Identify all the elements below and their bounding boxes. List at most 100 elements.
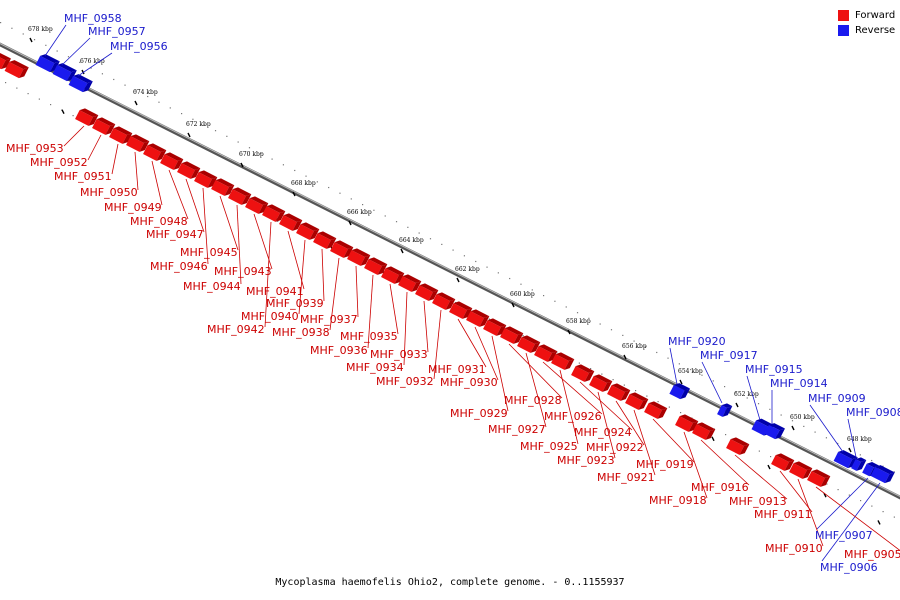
- upper-dotted-track: [497, 272, 499, 274]
- forward-gene-box: [449, 301, 473, 319]
- lower-dotted-track: [646, 395, 648, 397]
- upper-dotted-track: [724, 386, 726, 388]
- reverse-gene-box-side: [722, 406, 733, 417]
- upper-dotted-track: [622, 334, 624, 337]
- forward-gene-box-top: [696, 422, 716, 431]
- upper-dotted-track: [271, 158, 273, 160]
- lower-dotted-track: [680, 412, 682, 414]
- forward-gene-box-top: [232, 187, 252, 196]
- tick-label: 678 kbp: [28, 26, 53, 33]
- forward-gene-box-top: [521, 335, 541, 344]
- forward-gene-box: [483, 318, 507, 336]
- tick-mark: [848, 447, 852, 453]
- forward-gene-box-body: [789, 463, 807, 479]
- forward-leader-line: [779, 470, 813, 513]
- forward-gene-box: [500, 326, 524, 344]
- forward-gene-box-body: [211, 180, 229, 196]
- forward-leader-line: [683, 431, 708, 499]
- legend-reverse: Reverse: [838, 23, 895, 38]
- upper-dotted-track: [701, 374, 703, 376]
- forward-gene-box-side: [309, 229, 320, 240]
- forward-gene-box-top: [9, 60, 29, 70]
- upper-dotted-track: [214, 130, 217, 132]
- upper-dotted-track: [328, 186, 330, 189]
- forward-gene-label: MHF_0910: [765, 542, 823, 555]
- forward-gene-box: [279, 213, 303, 231]
- genome-axis: [0, 42, 900, 500]
- forward-gene-box: [126, 134, 150, 152]
- reverse-gene-box-side: [49, 61, 60, 73]
- forward-gene-box-body: [500, 328, 518, 344]
- forward-gene-box-top: [198, 170, 218, 179]
- forward-gene-label: MHF_0943: [214, 265, 272, 278]
- forward-gene-box-top: [334, 240, 354, 249]
- forward-gene-box: [4, 60, 29, 79]
- forward-gene-box: [551, 352, 575, 370]
- upper-dotted-track: [837, 442, 839, 445]
- upper-dotted-track: [147, 95, 149, 98]
- tick-mark: [735, 402, 739, 408]
- forward-gene-label: MHF_0928: [504, 394, 562, 407]
- legend: Forward Reverse: [838, 8, 895, 38]
- forward-gene-box-top: [266, 204, 286, 213]
- leader-layer: [44, 24, 900, 562]
- forward-gene-box-side: [784, 460, 795, 471]
- forward-gene-box-top: [215, 178, 235, 187]
- legend-forward-label: Forward: [855, 10, 896, 21]
- forward-leader-line: [815, 486, 900, 551]
- forward-gene-box-body: [279, 215, 297, 231]
- forward-gene-box: [381, 266, 405, 284]
- forward-gene-label: MHF_0941: [246, 285, 304, 298]
- forward-gene-box-top: [79, 108, 99, 117]
- forward-gene-box-top: [679, 414, 699, 423]
- forward-gene-box-top: [164, 152, 184, 161]
- reverse-gene-box: [870, 465, 895, 484]
- forward-gene-label: MHF_0947: [146, 228, 204, 241]
- tick-mark: [240, 162, 244, 168]
- forward-gene-box-body: [0, 54, 6, 70]
- forward-gene-box-body: [245, 198, 263, 214]
- lower-dotted-track: [5, 82, 7, 84]
- forward-gene-box: [726, 437, 750, 455]
- upper-dotted-track: [667, 357, 669, 359]
- reverse-gene-box-body: [751, 420, 769, 436]
- forward-gene-label: MHF_0948: [130, 215, 188, 228]
- reverse-gene-box: [669, 383, 690, 400]
- forward-gene-label: MHF_0945: [180, 246, 238, 259]
- forward-gene-box: [92, 117, 116, 135]
- tick-label: 662 kbp: [455, 266, 480, 273]
- forward-leader-line: [367, 274, 374, 349]
- upper-dotted-track: [384, 215, 386, 217]
- upper-dotted-track: [282, 164, 285, 166]
- forward-gene-box-side: [688, 421, 699, 432]
- reverse-gene-box: [717, 403, 733, 417]
- forward-gene-label: MHF_0940: [241, 310, 299, 323]
- forward-gene-box: [607, 383, 631, 401]
- tick-label: 668 kbp: [291, 180, 316, 187]
- forward-gene-box: [347, 248, 371, 266]
- forward-gene-box-body: [726, 439, 744, 455]
- forward-gene-label: MHF_0934: [346, 361, 404, 374]
- reverse-leader-line: [701, 361, 723, 404]
- lower-dotted-track: [612, 379, 614, 381]
- forward-gene-label: MHF_0927: [488, 423, 546, 436]
- forward-leader-line: [734, 454, 788, 500]
- forward-gene-box: [364, 257, 388, 275]
- forward-gene-box-top: [368, 257, 388, 266]
- forward-gene-label: MHF_0950: [80, 186, 138, 199]
- forward-gene-box-side: [377, 264, 388, 275]
- forward-leader-line: [202, 187, 209, 265]
- gene-layer: [0, 53, 895, 487]
- reverse-gene-box: [851, 457, 867, 471]
- forward-gene-box: [330, 240, 354, 258]
- reverse-gene-box-top: [40, 54, 60, 64]
- upper-dotted-track: [441, 243, 443, 246]
- upper-dotted-track: [22, 33, 24, 35]
- tick-layer: 678 kbp 676 kbp 674 kbp 672 kbp 670 kbp 668 k…: [28, 26, 881, 525]
- forward-gene-box-body: [330, 242, 348, 258]
- upper-dotted-track: [554, 300, 556, 302]
- reverse-gene-box: [35, 54, 60, 73]
- reverse-gene-box-side: [680, 388, 690, 400]
- forward-gene-box-top: [436, 292, 456, 301]
- upper-dotted-track: [486, 266, 488, 268]
